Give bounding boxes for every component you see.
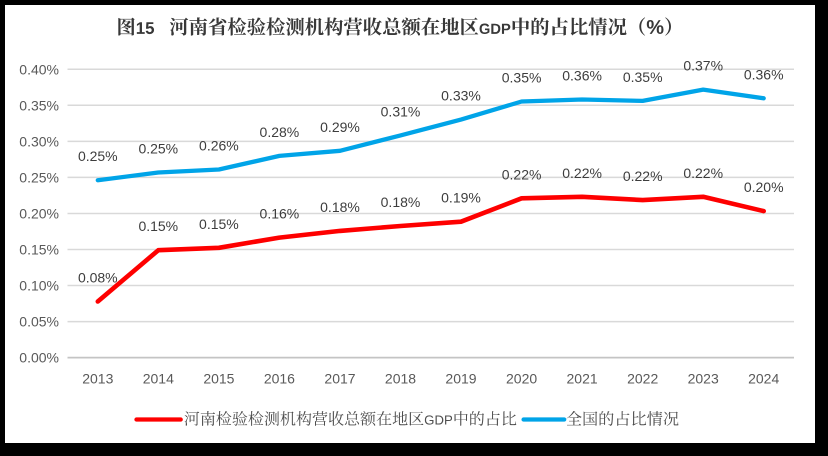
svg-text:0.19%: 0.19% [441, 190, 481, 206]
svg-text:0.10%: 0.10% [19, 278, 59, 294]
svg-text:0.18%: 0.18% [381, 194, 421, 210]
svg-text:2019: 2019 [445, 370, 476, 386]
svg-text:0.22%: 0.22% [562, 165, 602, 181]
svg-text:2020: 2020 [506, 370, 537, 386]
svg-text:0.26%: 0.26% [199, 138, 239, 154]
svg-text:2015: 2015 [203, 370, 234, 386]
svg-text:2014: 2014 [143, 370, 174, 386]
svg-text:0.22%: 0.22% [502, 166, 542, 182]
svg-text:0.22%: 0.22% [683, 165, 723, 181]
svg-text:2024: 2024 [748, 370, 779, 386]
svg-text:0.00%: 0.00% [19, 350, 59, 366]
svg-text:0.31%: 0.31% [381, 103, 421, 119]
svg-text:0.28%: 0.28% [260, 124, 300, 140]
svg-text:0.35%: 0.35% [502, 70, 542, 86]
svg-text:0.08%: 0.08% [78, 270, 118, 286]
svg-text:0.25%: 0.25% [19, 169, 59, 185]
svg-text:0.22%: 0.22% [623, 168, 663, 184]
svg-text:2013: 2013 [82, 370, 113, 386]
svg-text:2018: 2018 [385, 370, 416, 386]
svg-text:0.25%: 0.25% [78, 148, 118, 164]
svg-text:0.30%: 0.30% [19, 133, 59, 149]
svg-text:0.29%: 0.29% [320, 119, 360, 135]
svg-text:0.25%: 0.25% [138, 141, 178, 157]
svg-text:0.40%: 0.40% [19, 61, 59, 77]
svg-text:2021: 2021 [567, 370, 598, 386]
svg-text:0.05%: 0.05% [19, 314, 59, 330]
svg-text:2023: 2023 [688, 370, 719, 386]
svg-text:0.15%: 0.15% [19, 242, 59, 258]
svg-text:0.33%: 0.33% [441, 88, 481, 104]
svg-text:0.15%: 0.15% [138, 218, 178, 234]
svg-text:2022: 2022 [627, 370, 658, 386]
svg-text:0.37%: 0.37% [683, 58, 723, 74]
svg-text:0.20%: 0.20% [744, 179, 784, 195]
svg-text:0.36%: 0.36% [744, 66, 784, 82]
svg-text:0.36%: 0.36% [562, 68, 602, 84]
svg-text:2016: 2016 [264, 370, 295, 386]
svg-text:0.35%: 0.35% [19, 97, 59, 113]
svg-text:0.16%: 0.16% [260, 206, 300, 222]
svg-text:2017: 2017 [324, 370, 355, 386]
svg-text:0.20%: 0.20% [19, 206, 59, 222]
svg-text:0.15%: 0.15% [199, 216, 239, 232]
svg-text:0.18%: 0.18% [320, 199, 360, 215]
svg-text:0.35%: 0.35% [623, 69, 663, 85]
